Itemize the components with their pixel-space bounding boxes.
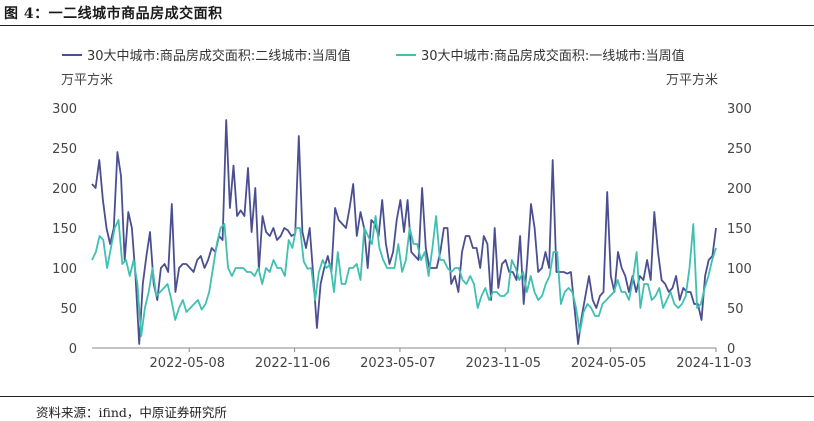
y-ticks-right: 0 50 100 150 200 250 300 [727,102,752,357]
y-tick-label-left: 200 [52,182,77,197]
legend: 30大中城市:商品房成交面积:二线城市:当周值 30大中城市:商品房成交面积:一… [62,48,685,64]
y-tick-label-right: 300 [727,102,752,117]
legend-label-series-2: 30大中城市:商品房成交面积:一线城市:当周值 [421,48,685,64]
x-tick-label: 2024-11-03 [676,356,752,371]
figure-title: 图 4：一二线城市商品房成交面积 [4,6,223,22]
bottom-rule [0,396,814,397]
y-axis-unit-right: 万平方米 [666,72,718,88]
y-tick-label-left: 300 [52,102,77,117]
y-tick-label-right: 200 [727,182,752,197]
y-tick-label-left: 150 [52,222,77,237]
x-tick-label: 2023-11-05 [466,356,542,371]
y-tick-label-left: 100 [52,262,77,277]
top-rule [0,25,814,26]
y-tick-label-right: 50 [727,302,744,317]
y-tick-label-right: 100 [727,262,752,277]
y-tick-label-left: 250 [52,142,77,157]
x-tick-label: 2022-11-06 [255,356,331,371]
x-tick-label: 2024-05-05 [571,356,647,371]
source-note: 资料来源：ifind，中原证券研究所 [36,405,227,420]
series-group [91,119,717,345]
y-ticks-left: 0 50 100 150 200 250 300 [52,102,77,357]
x-tick-label: 2022-05-08 [149,356,225,371]
y-tick-label-left: 0 [69,342,77,357]
series-line-2 [91,215,717,337]
y-tick-label-left: 50 [60,302,77,317]
x-tick-label: 2023-05-07 [360,356,436,371]
y-tick-label-right: 0 [727,342,735,357]
y-tick-label-right: 150 [727,222,752,237]
x-ticks: 2022-05-08 2022-11-06 2023-05-07 2023-11-05… [149,348,752,371]
legend-label-series-1: 30大中城市:商品房成交面积:二线城市:当周值 [87,48,351,64]
y-axis-unit-left: 万平方米 [61,72,113,88]
chart: 30大中城市:商品房成交面积:二线城市:当周值 30大中城市:商品房成交面积:一… [52,48,752,371]
series-line-1 [91,119,717,345]
y-tick-label-right: 250 [727,142,752,157]
